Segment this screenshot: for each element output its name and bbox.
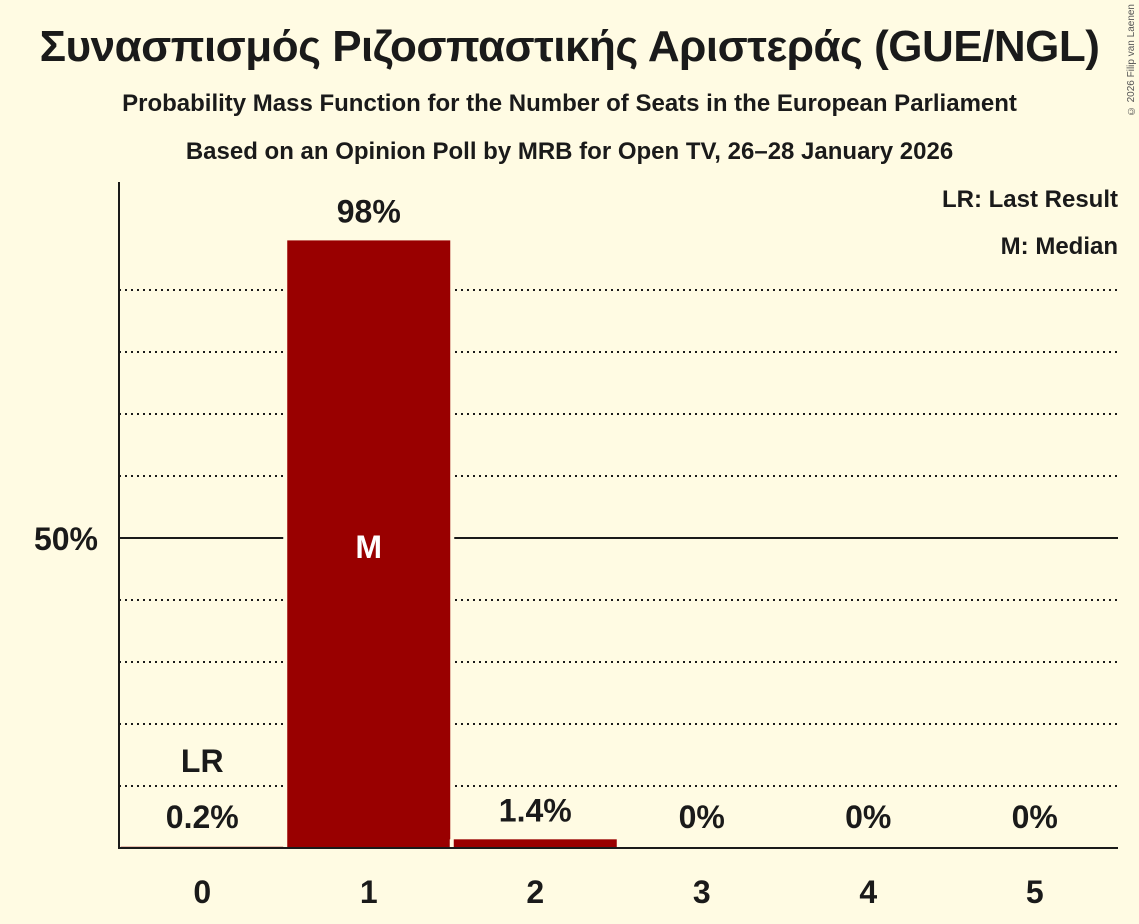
gridlines (119, 289, 1118, 787)
legend-median: M: Median (1000, 233, 1118, 260)
bar-seat-1 (287, 240, 451, 848)
last-result-marker: LR (181, 743, 224, 779)
x-tick-label: 0 (193, 874, 211, 910)
x-tick-label: 3 (693, 874, 711, 910)
x-tick-label: 5 (1026, 874, 1044, 910)
value-label: 98% (337, 193, 401, 229)
value-label: 0% (679, 799, 725, 835)
bar-seat-2 (453, 839, 617, 848)
value-label: 0% (1012, 799, 1058, 835)
x-tick-label: 1 (360, 874, 378, 910)
value-label: 0.2% (166, 799, 239, 835)
legend-last-result: LR: Last Result (941, 186, 1118, 213)
chart-title: Συνασπισμός Ριζοσπαστικής Αριστεράς (GUE… (39, 22, 1100, 71)
bars (116, 240, 621, 848)
x-tick-label: 2 (526, 874, 544, 910)
labels: 50%00.2%198%21.4%30%40%50%LRM (34, 193, 1058, 910)
value-label: 1.4% (499, 792, 572, 828)
chart-source: Based on an Opinion Poll by MRB for Open… (185, 138, 954, 165)
median-marker: M (355, 529, 382, 565)
value-label: 0% (845, 799, 891, 835)
chart-subtitle: Probability Mass Function for the Number… (122, 90, 1017, 117)
x-tick-label: 4 (859, 874, 877, 910)
y-tick-label: 50% (34, 521, 98, 557)
